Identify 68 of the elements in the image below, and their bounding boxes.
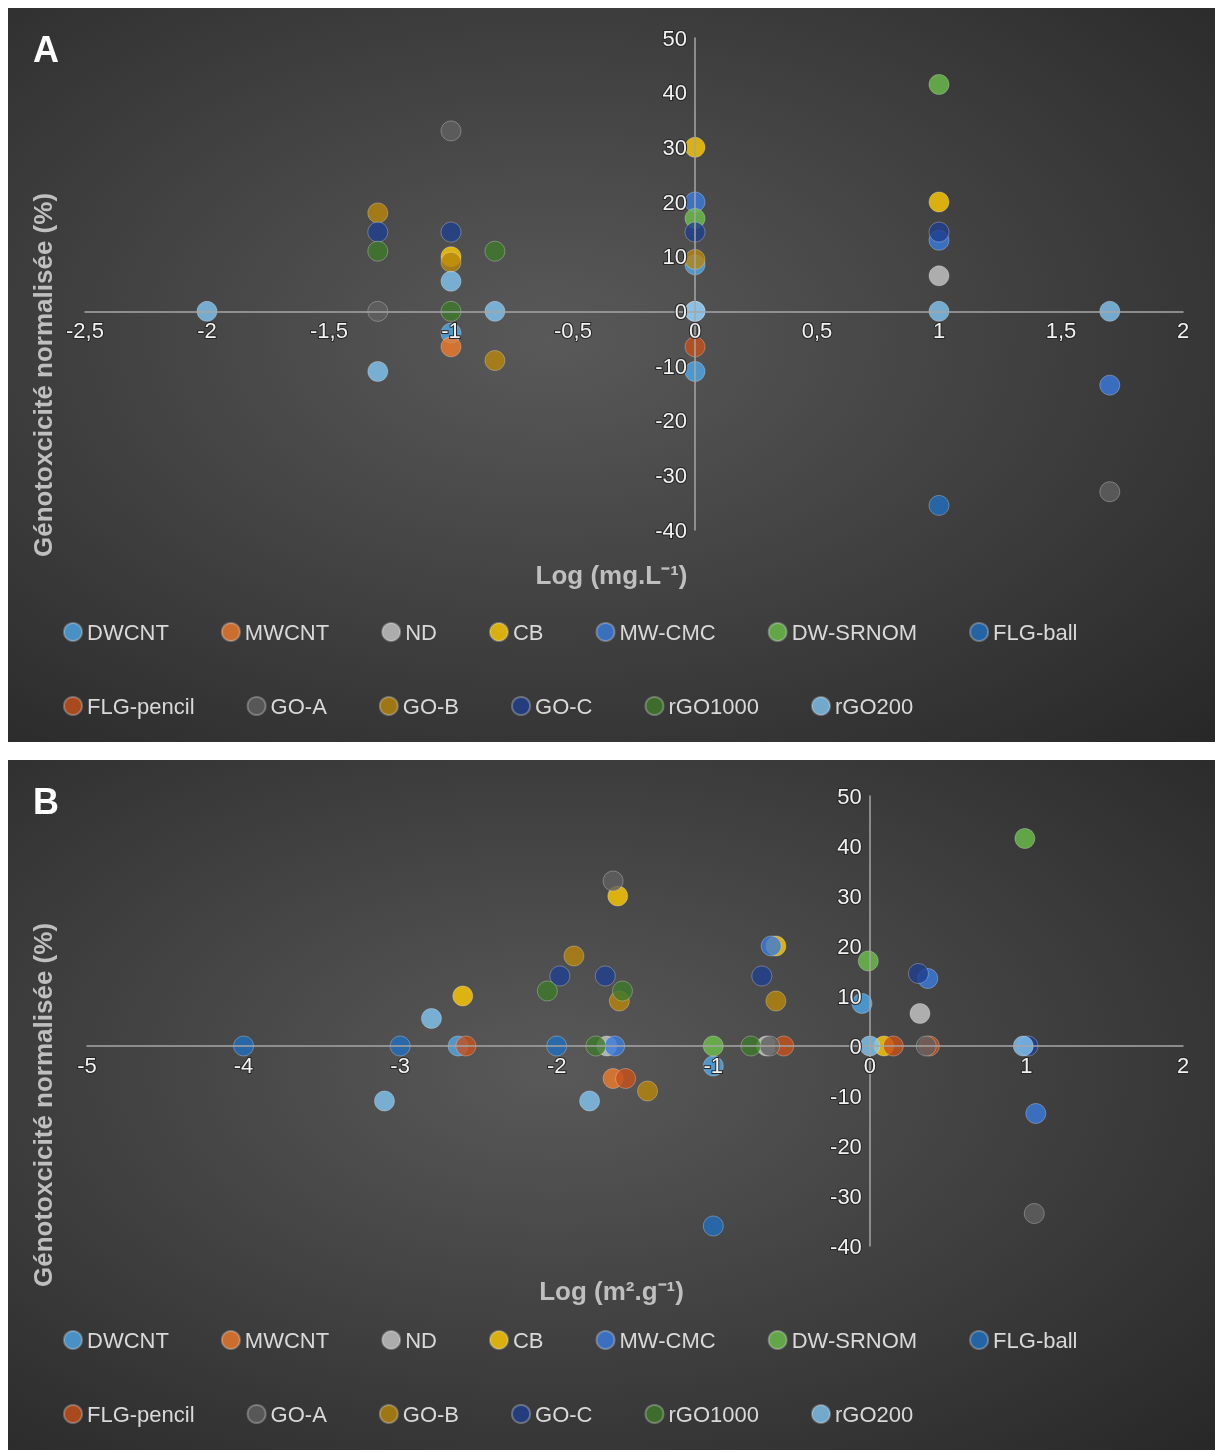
legend-label: rGO1000: [668, 1401, 759, 1427]
legend-label: rGO200: [834, 1401, 914, 1427]
x-tick-label: -3: [390, 1052, 410, 1078]
x-tick-label: -1: [441, 317, 461, 343]
legend-label: MW-CMC: [619, 619, 716, 645]
x-axis-title: Log (m².g⁻¹): [539, 1276, 684, 1306]
legend-label: DWCNT: [87, 1327, 169, 1353]
legend-label: FLG-ball: [993, 619, 1078, 645]
chart-title: B: [33, 780, 59, 822]
y-tick-label: 20: [662, 189, 687, 215]
legend-label: ND: [405, 619, 437, 645]
y-tick-label: 30: [837, 883, 862, 909]
y-tick-label: 0: [674, 298, 687, 324]
legend-label: GO-B: [402, 693, 460, 719]
legend-label: CB: [512, 619, 544, 645]
y-tick-label: -10: [655, 353, 687, 379]
x-tick-label: 1: [1020, 1052, 1033, 1078]
y-tick-label: 50: [662, 25, 687, 51]
legend-label: MWCNT: [244, 619, 330, 645]
x-tick-label: -2: [546, 1052, 567, 1078]
legend-label: DW-SRNOM: [791, 1327, 918, 1353]
legend-label: rGO1000: [668, 693, 759, 719]
y-axis-title: Génotoxcicité normalisée (%): [28, 922, 58, 1288]
x-tick-label: 1,5: [1045, 317, 1077, 343]
y-tick-label: -20: [655, 408, 687, 434]
y-tick-label: -30: [830, 1183, 862, 1209]
y-axis-title: Génotoxcicité normalisée (%): [28, 192, 58, 558]
x-tick-label: 1: [932, 317, 946, 343]
legend-label: FLG-ball: [993, 1327, 1078, 1353]
legend-label: FLG-pencil: [87, 693, 195, 719]
y-tick-label: 10: [837, 983, 862, 1009]
legend-label: GO-C: [535, 1401, 593, 1427]
y-tick-label: 30: [662, 134, 687, 160]
legend-label: GO-B: [402, 1401, 460, 1427]
y-tick-label: 50: [837, 783, 862, 809]
x-tick-label: -0,5: [554, 317, 592, 343]
legend-label: CB: [512, 1327, 544, 1353]
chart-title: A: [33, 28, 59, 70]
y-tick-label: -10: [830, 1083, 862, 1109]
y-tick-label: -40: [655, 517, 687, 543]
y-tick-label: 10: [662, 244, 687, 270]
legend-label: rGO200: [834, 693, 914, 719]
x-tick-label: -4: [233, 1052, 254, 1078]
x-tick-label: -1,5: [310, 317, 348, 343]
legend-label: GO-C: [535, 693, 593, 719]
y-tick-label: -20: [830, 1133, 862, 1159]
x-tick-label: 2: [1176, 317, 1190, 343]
x-tick-label: -2,5: [66, 317, 104, 343]
y-tick-label: 20: [837, 933, 862, 959]
x-axis-title: Log (mg.L⁻¹): [535, 560, 688, 590]
x-tick-label: -1: [703, 1052, 724, 1078]
legend-label: MWCNT: [244, 1327, 330, 1353]
legend-label: MW-CMC: [619, 1327, 716, 1353]
y-tick-label: 40: [837, 833, 862, 859]
x-tick-label: 0,5: [801, 317, 833, 343]
legend-label: GO-A: [270, 1401, 328, 1427]
x-tick-label: -5: [77, 1052, 97, 1078]
y-tick-label: -40: [830, 1233, 862, 1259]
legend-label: ND: [405, 1327, 437, 1353]
x-tick-label: 2: [1176, 1052, 1190, 1078]
legend-label: DW-SRNOM: [791, 619, 918, 645]
legend-label: DWCNT: [87, 619, 169, 645]
legend-label: FLG-pencil: [87, 1401, 195, 1427]
y-tick-label: 40: [662, 80, 687, 106]
y-tick-label: -30: [655, 462, 687, 488]
legend-label: GO-A: [270, 693, 328, 719]
x-tick-label: -2: [197, 317, 217, 343]
y-tick-label: 0: [849, 1033, 862, 1059]
